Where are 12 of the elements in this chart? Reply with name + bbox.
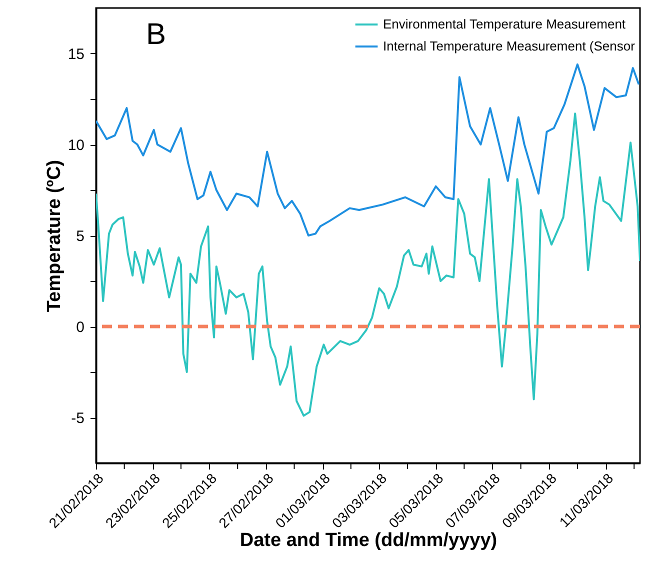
- line-series: [96, 63, 640, 236]
- y-tick-label: 15: [68, 46, 84, 63]
- y-tick-label: 10: [68, 137, 84, 154]
- y-tick-label: 0: [76, 319, 84, 336]
- x-axis-title: Date and Time (dd/mm/yyyy): [240, 530, 498, 551]
- y-tick-label: 5: [76, 228, 84, 245]
- y-axis-title: Temperature (ºC): [44, 160, 65, 312]
- y-tick-label: -5: [71, 410, 84, 427]
- legend-label: Internal Temperature Measurement (Sensor: [383, 38, 636, 54]
- line-series: [96, 112, 640, 417]
- legend-label: Environmental Temperature Measurement: [383, 16, 626, 32]
- annotation: B: [146, 18, 166, 51]
